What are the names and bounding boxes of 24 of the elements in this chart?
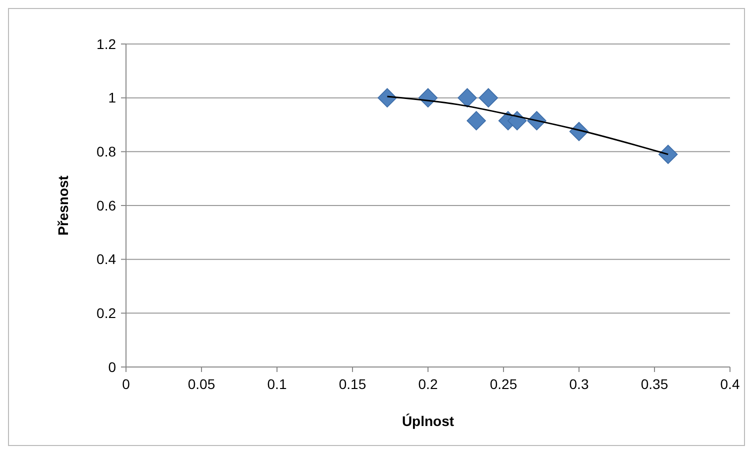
- point: [507, 111, 527, 130]
- point: [458, 88, 477, 108]
- x-tick-label: 0.1: [267, 376, 287, 392]
- y-axis-title: Přesnost: [55, 175, 71, 236]
- x-tick-label: 0.15: [338, 376, 366, 392]
- point: [378, 88, 397, 108]
- y-tick-label: 1: [108, 90, 116, 106]
- y-tick-label: 0.2: [96, 305, 116, 322]
- x-axis-title: Úplnost: [402, 413, 454, 429]
- x-tick-label: 0.25: [490, 376, 518, 392]
- y-tick-label: 0.6: [96, 197, 116, 214]
- point: [478, 88, 498, 108]
- y-tick-label: 1.2: [96, 36, 116, 52]
- x-tick-label: 0.3: [569, 376, 589, 392]
- x-tick-label: 0: [122, 376, 130, 392]
- x-tick-label: 0.35: [640, 376, 668, 392]
- y-tick-label: 0.8: [96, 144, 116, 160]
- y-tick-label: 0: [108, 358, 116, 375]
- y-tick-label: 0.4: [96, 251, 116, 268]
- x-tick-label: 0.4: [720, 376, 740, 392]
- point: [658, 144, 678, 164]
- point: [466, 111, 486, 130]
- x-tick-label: 0.2: [418, 376, 438, 392]
- x-tick-label: 0.05: [188, 376, 216, 392]
